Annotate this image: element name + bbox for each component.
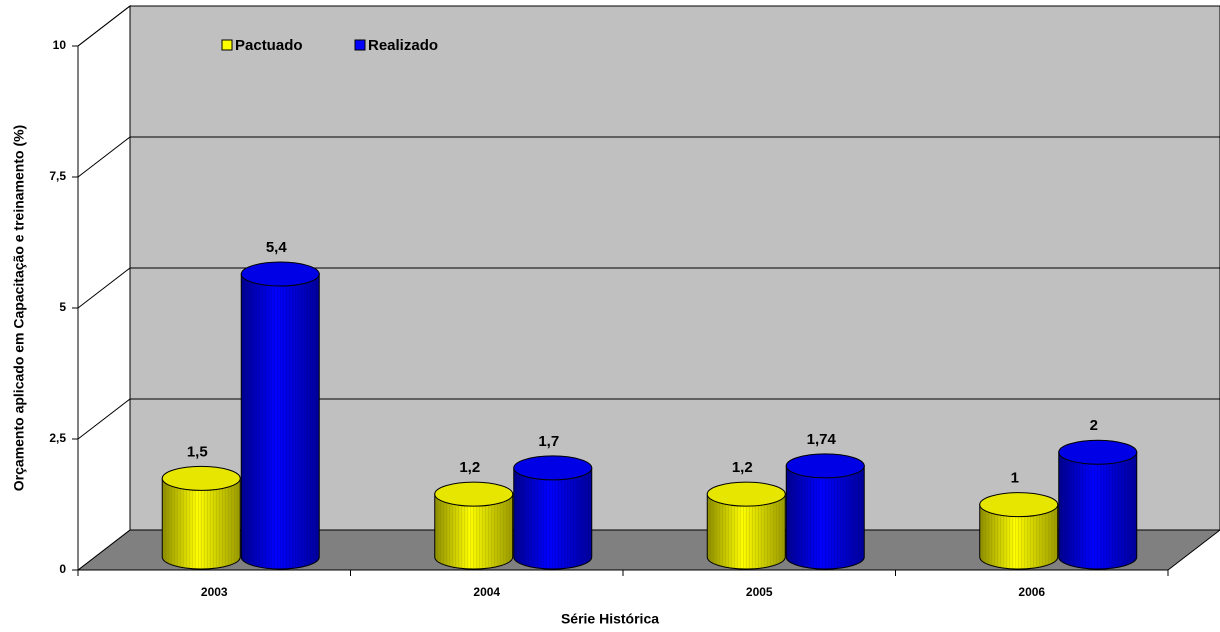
data-label: 1 bbox=[1011, 470, 1019, 487]
data-label: 1,5 bbox=[187, 443, 208, 460]
grid-line bbox=[77, 398, 131, 440]
grid-line bbox=[77, 267, 131, 309]
bar bbox=[785, 465, 865, 570]
legend-label: Realizado bbox=[368, 37, 438, 54]
bar-top bbox=[240, 261, 320, 287]
y-tick-label: 5 bbox=[59, 300, 66, 314]
legend-swatch bbox=[221, 39, 233, 51]
data-label: 1,2 bbox=[459, 459, 480, 476]
bar-top bbox=[979, 492, 1059, 518]
x-tick-label: 2005 bbox=[746, 585, 773, 599]
grid-line bbox=[77, 136, 131, 178]
x-tick-label: 2004 bbox=[473, 585, 500, 599]
legend-swatch bbox=[354, 39, 366, 51]
bar bbox=[706, 493, 786, 570]
x-axis-title: Série Histórica bbox=[561, 611, 659, 627]
bar-top bbox=[434, 481, 514, 507]
x-tick-label: 2006 bbox=[1018, 585, 1045, 599]
plot bbox=[77, 5, 1220, 570]
data-label: 1,2 bbox=[732, 459, 753, 476]
y-tick-label: 2,5 bbox=[49, 431, 66, 445]
grid-line bbox=[77, 5, 131, 47]
data-label: 1,7 bbox=[538, 433, 559, 450]
bar-top bbox=[1058, 439, 1138, 465]
bar-top bbox=[161, 465, 241, 491]
bar-top bbox=[513, 455, 593, 481]
bar bbox=[161, 477, 241, 570]
legend-label: Pactuado bbox=[235, 37, 303, 54]
y-tick-label: 7,5 bbox=[49, 169, 66, 183]
bar bbox=[979, 504, 1059, 570]
bar bbox=[1058, 451, 1138, 570]
data-label: 1,74 bbox=[807, 431, 837, 448]
bar bbox=[434, 493, 514, 570]
y-axis-title: Orçamento aplicado em Capacitação e trei… bbox=[11, 125, 27, 491]
y-tick-label: 0 bbox=[59, 562, 66, 576]
bar-top bbox=[706, 481, 786, 507]
bar bbox=[240, 273, 320, 570]
x-tick-label: 2003 bbox=[201, 585, 228, 599]
bar bbox=[513, 467, 593, 570]
data-label: 5,4 bbox=[266, 239, 288, 256]
y-tick-label: 10 bbox=[53, 38, 67, 52]
bar-top bbox=[785, 453, 865, 479]
data-label: 2 bbox=[1090, 417, 1098, 434]
